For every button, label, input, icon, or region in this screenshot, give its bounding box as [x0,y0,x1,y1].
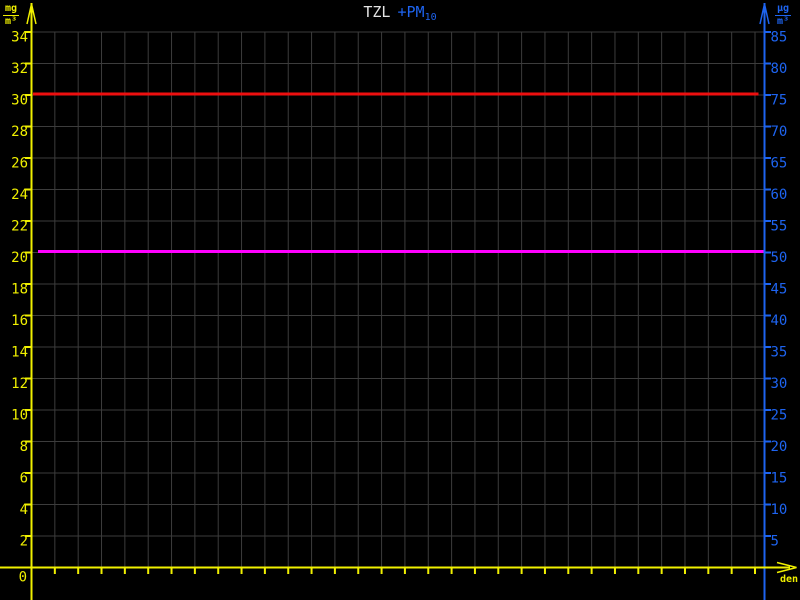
svg-text:12: 12 [11,376,28,392]
svg-text:32: 32 [11,61,28,77]
svg-text:28: 28 [11,124,28,140]
svg-text:80: 80 [771,61,788,77]
left-axis-arrow-icon [26,3,37,25]
svg-text:85: 85 [771,30,788,46]
svg-text:20: 20 [771,439,788,455]
left-unit-denominator: m³ [5,16,18,27]
svg-text:10: 10 [771,502,788,518]
right-axis-unit-label: µg m³ [775,3,792,27]
right-axis-arrow-icon [759,3,770,25]
svg-text:26: 26 [11,156,28,172]
svg-text:16: 16 [11,313,28,329]
svg-text:15: 15 [771,471,788,487]
vertical-gridlines [54,32,756,567]
svg-text:60: 60 [771,187,788,203]
svg-text:34: 34 [11,30,28,46]
x-axis-arrow-icon [776,561,797,574]
right-tick-labels: 5 10 15 20 25 30 35 40 45 50 55 60 65 70 75 80 85 [771,30,788,550]
svg-text:65: 65 [771,156,788,172]
x-tick-marks [53,568,756,574]
left-tick-marks [25,31,32,537]
pm10-subscript: 10 [424,12,437,23]
svg-text:45: 45 [771,282,788,298]
svg-text:8: 8 [20,439,28,455]
svg-text:25: 25 [771,408,788,424]
svg-text:35: 35 [771,345,788,361]
svg-text:20: 20 [11,250,28,266]
right-y-axis [759,3,770,600]
svg-text:24: 24 [11,187,28,203]
svg-text:0: 0 [19,570,27,586]
svg-text:18: 18 [11,282,28,298]
x-axis-label: den [780,574,799,585]
svg-text:10: 10 [11,408,28,424]
x-axis [0,561,797,574]
svg-text:55: 55 [771,219,788,235]
right-unit-numerator: µg [775,3,792,16]
svg-text:75: 75 [771,93,788,109]
svg-text:40: 40 [771,313,788,329]
svg-text:4: 4 [20,502,28,518]
svg-text:50: 50 [771,250,788,266]
svg-text:70: 70 [771,124,788,140]
svg-text:5: 5 [771,534,779,550]
title-series-tzl: TZL [363,3,391,21]
left-axis-unit-label: mg m³ [3,3,20,27]
svg-text:2: 2 [20,534,28,550]
horizontal-gridlines [31,31,765,537]
svg-text:22: 22 [11,219,28,235]
svg-text:14: 14 [11,345,28,361]
right-unit-denominator: m³ [777,16,790,27]
chart-title: TZL +PM10 [0,5,800,25]
svg-text:30: 30 [771,376,788,392]
title-series-pm10: +PM10 [397,3,437,24]
left-y-axis [26,3,37,600]
svg-text:30: 30 [11,93,28,109]
svg-text:6: 6 [20,471,28,487]
left-unit-numerator: mg [3,3,20,16]
right-tick-marks [764,31,771,537]
